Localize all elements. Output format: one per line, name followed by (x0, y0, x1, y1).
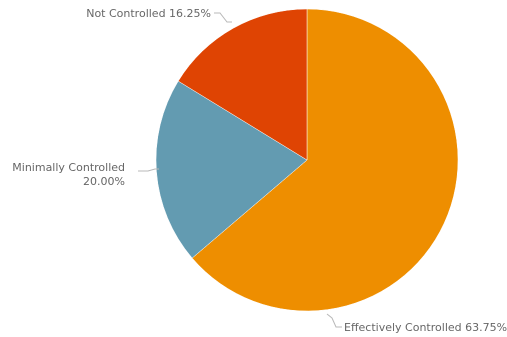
leader-line-minimally-controlled (138, 168, 159, 172)
slice-label-minimally-controlled-name: Minimally Controlled (12, 161, 125, 174)
pie-slices (155, 8, 459, 312)
leader-line-effectively-controlled (326, 313, 342, 328)
slice-label-not-controlled: Not Controlled 16.25% (86, 7, 211, 20)
leader-line-not-controlled (214, 12, 232, 23)
pie-slice-minimally-controlled[interactable] (155, 80, 308, 259)
slice-label-minimally-controlled-value: 20.00% (83, 175, 125, 188)
pie-slice-not-controlled[interactable] (177, 8, 308, 161)
pie-slice-effectively-controlled[interactable] (191, 8, 459, 312)
slice-label-effectively-controlled: Effectively Controlled 63.75% (344, 321, 507, 334)
